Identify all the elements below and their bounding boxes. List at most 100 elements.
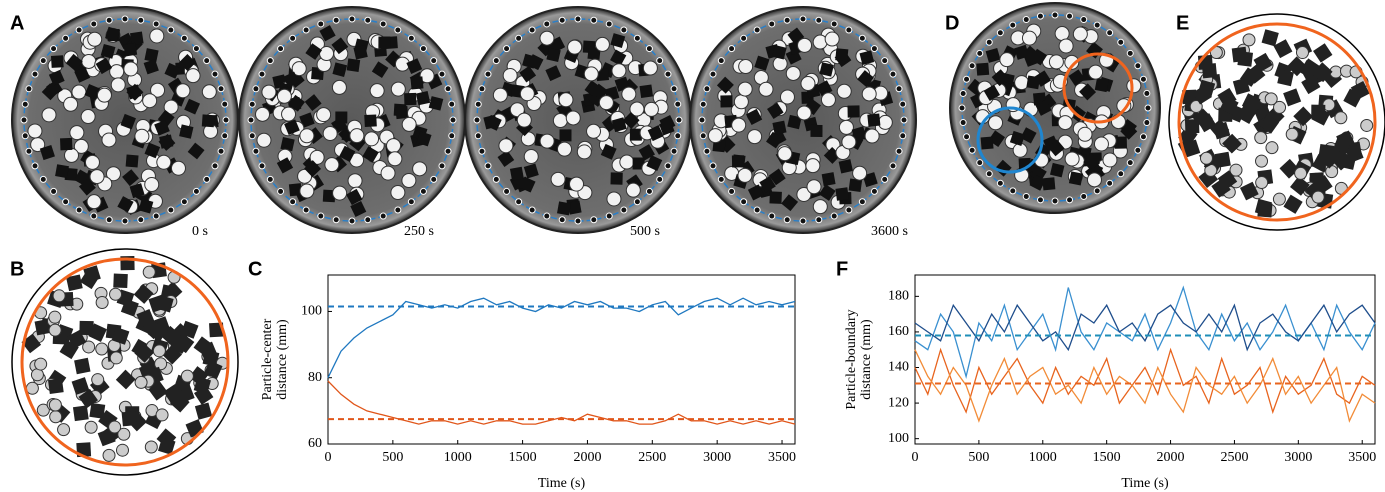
particle xyxy=(707,128,723,144)
particle xyxy=(797,37,813,53)
particle xyxy=(276,157,294,174)
boundary-particle xyxy=(474,132,482,140)
x-tick-label: 500 xyxy=(382,450,403,465)
particle xyxy=(1242,33,1256,47)
particle xyxy=(611,63,627,79)
boundary-particle xyxy=(1134,146,1142,154)
particle xyxy=(1254,131,1268,145)
particle xyxy=(133,284,154,304)
boundary-particle xyxy=(121,15,129,23)
boundary-particle xyxy=(449,116,457,124)
x-tick-label: 1500 xyxy=(509,450,537,465)
particle xyxy=(117,196,134,213)
particle xyxy=(299,112,315,128)
particle xyxy=(1009,130,1026,147)
boundary-particle xyxy=(664,162,672,170)
data-line xyxy=(327,297,796,378)
particle xyxy=(1313,43,1333,63)
particle xyxy=(1261,29,1279,47)
particle xyxy=(1054,26,1070,42)
particle xyxy=(380,165,396,181)
boundary-particle xyxy=(543,20,551,28)
boundary-particle xyxy=(959,89,967,97)
panel-label: C xyxy=(248,258,262,280)
particle xyxy=(835,48,849,62)
particle xyxy=(48,310,62,324)
particle xyxy=(1184,119,1200,134)
particle xyxy=(401,116,417,132)
x-tick-label: 2000 xyxy=(1157,450,1185,465)
particle xyxy=(194,385,214,405)
boundary-particle xyxy=(1009,21,1017,29)
particle xyxy=(319,25,336,42)
boundary-particle xyxy=(39,57,47,65)
particle xyxy=(583,66,599,82)
particle xyxy=(1030,48,1048,66)
particle xyxy=(848,178,863,193)
particle xyxy=(758,81,774,97)
boundary-particle xyxy=(881,175,889,183)
particle xyxy=(824,31,840,47)
particle xyxy=(1255,154,1269,168)
boundary-particle xyxy=(515,34,523,42)
particle xyxy=(810,124,823,137)
x-tick-label: 2500 xyxy=(638,450,666,465)
particle xyxy=(97,428,116,447)
particle xyxy=(335,111,348,124)
particle xyxy=(643,101,659,117)
particle xyxy=(202,349,220,367)
particle xyxy=(255,106,271,122)
particle xyxy=(174,333,195,354)
particle xyxy=(646,155,663,172)
boundary-particle xyxy=(21,132,29,140)
particle xyxy=(129,183,145,199)
particle xyxy=(610,49,627,66)
boundary-particle xyxy=(430,175,438,183)
particle xyxy=(331,37,349,55)
boundary-particle xyxy=(620,206,628,214)
x-tick-label: 0 xyxy=(325,450,332,465)
particle xyxy=(34,357,48,371)
boundary-particle xyxy=(50,187,58,195)
boundary-particle xyxy=(252,147,260,155)
boundary-particle xyxy=(192,187,200,195)
particle xyxy=(109,351,123,365)
boundary-particle xyxy=(121,217,129,225)
particle xyxy=(169,392,190,413)
particle xyxy=(299,183,315,199)
particle xyxy=(120,298,139,317)
particle xyxy=(1035,99,1052,116)
particle xyxy=(115,369,136,390)
particle xyxy=(89,402,106,419)
boundary-particle xyxy=(528,26,536,34)
particle xyxy=(859,50,875,65)
boundary-particle xyxy=(25,147,33,155)
particle xyxy=(108,420,122,434)
boundary-particle xyxy=(830,212,838,220)
panel-label: D xyxy=(945,12,959,34)
particle xyxy=(1088,64,1104,80)
boundary-particle xyxy=(590,16,598,24)
particle xyxy=(1232,77,1251,95)
boundary-particle xyxy=(444,147,452,155)
boundary-particle xyxy=(703,147,711,155)
particle xyxy=(545,65,562,82)
boundary-particle xyxy=(870,187,878,195)
particle xyxy=(362,146,379,163)
particle xyxy=(159,134,174,149)
boundary-particle xyxy=(248,132,256,140)
particle xyxy=(48,69,65,86)
particle xyxy=(838,159,853,174)
particle xyxy=(144,440,158,454)
boundary-particle xyxy=(248,100,256,108)
particle xyxy=(1290,176,1310,196)
boundary-particle xyxy=(963,133,971,141)
particle xyxy=(558,92,574,108)
particle xyxy=(419,68,435,84)
particle xyxy=(390,185,406,201)
particle xyxy=(1182,139,1201,158)
boundary-particle xyxy=(430,57,438,65)
boundary-particle xyxy=(474,100,482,108)
boundary-particle xyxy=(985,38,993,46)
particle xyxy=(36,403,50,417)
